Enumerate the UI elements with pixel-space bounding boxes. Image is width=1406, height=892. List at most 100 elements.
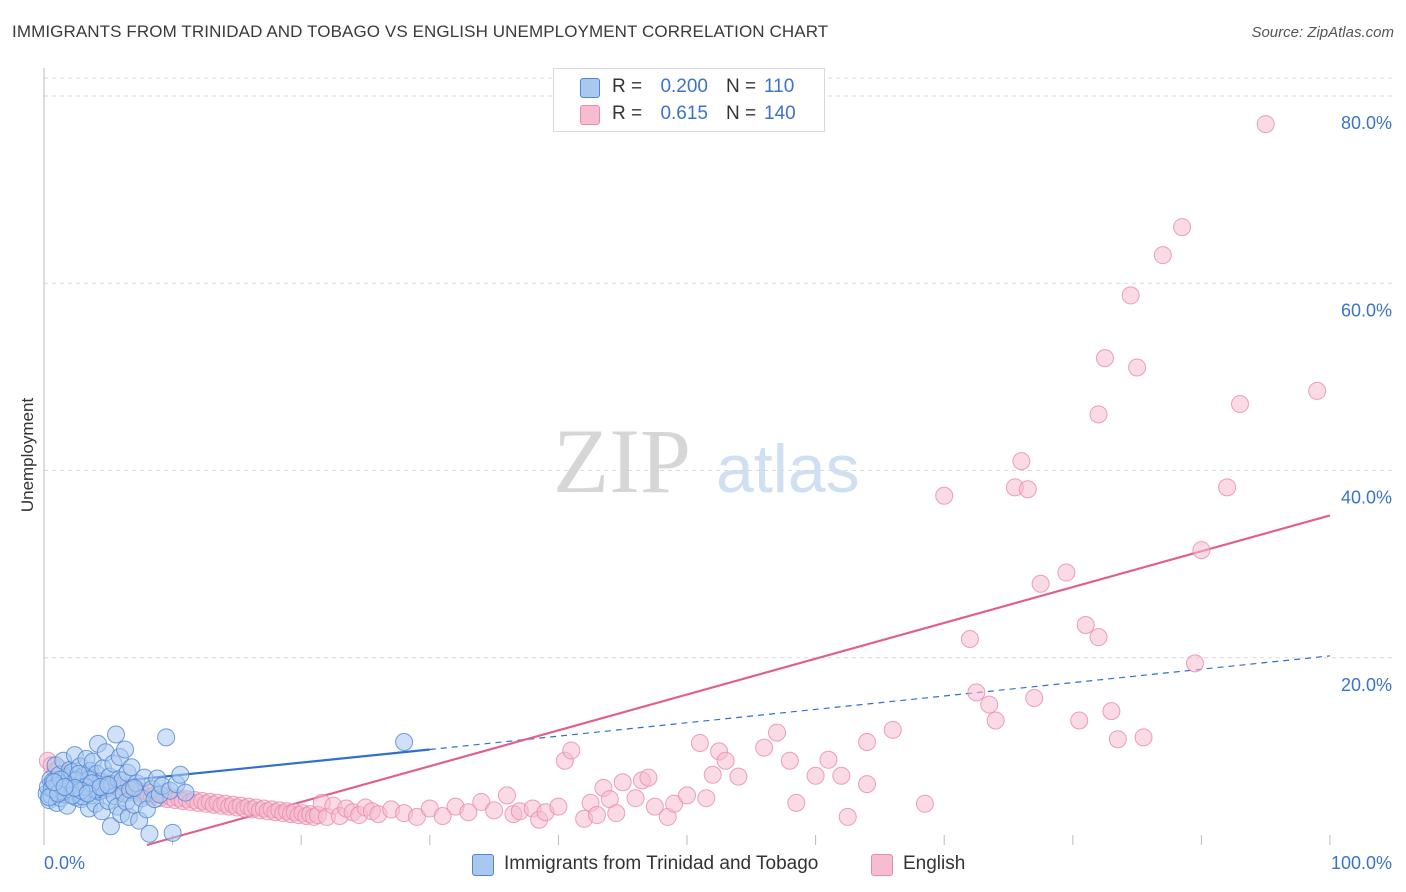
english-point [1031,574,1050,593]
english-point [729,767,748,786]
english-point [1134,728,1153,747]
english-point [1076,615,1095,634]
english-point [1057,563,1076,582]
english-point [665,794,684,813]
english-point [1192,541,1211,560]
english-point [485,801,504,820]
tick-labels: 20.0% 40.0% 60.0% 80.0% 0.0% 100.0% [44,113,1392,873]
x-tick-label: 100.0% [1331,853,1392,873]
english-point [980,695,999,714]
trinidad-point [395,733,414,752]
english-point [1108,730,1127,749]
english-point [1025,689,1044,708]
trinidad-point [99,776,118,795]
watermark-zip: ZIP [553,410,691,512]
english-point [1102,702,1121,721]
bottom-legend-label: Immigrants from Trinidad and Tobago [504,853,819,874]
bottom-legend-swatch-blue [472,854,494,876]
grid [44,77,1392,659]
english-point [806,766,825,785]
chart-source: Source: ZipAtlas.com [1251,24,1394,41]
english-point [1218,478,1237,497]
english-point [645,797,664,816]
legend-swatch-pink [580,105,600,125]
english-point [1256,115,1275,134]
trinidad-point [171,765,190,784]
english-point [935,486,954,505]
english-point [1185,654,1204,673]
x-tick-label: 0.0% [44,853,85,873]
english-point [613,773,632,792]
legend-r-value: 0.615 [660,103,708,124]
legend-n-label: N = [726,76,757,97]
legend-n-value: 140 [764,103,796,124]
english-point [407,807,426,826]
english-point [697,789,716,808]
legend-r-label: R = [612,103,643,124]
trinidad-point [140,824,159,843]
english-point [626,789,645,808]
english-point [755,738,774,757]
english-point [690,733,709,752]
english-point [607,804,626,823]
trinidad-trend-extension [429,655,1331,751]
english-point [832,766,851,785]
trinidad-point [176,783,195,802]
trinidad-point [55,777,74,796]
legend-row-trinidad: R = 0.200 N = 110 [554,74,824,100]
trinidad-point [107,725,126,744]
trinidad-point [122,758,141,777]
trinidad-point [101,817,120,836]
trinidad-point [163,823,182,842]
english-point [472,792,491,811]
legend-r-label: R = [612,76,643,97]
trinidad-point [125,778,144,797]
watermark: ZIP atlas [553,410,860,512]
english-point [1089,405,1108,424]
english-point [819,750,838,769]
english-point [1308,381,1327,400]
english-point [768,723,787,742]
english-point [433,806,452,825]
english-point [1018,480,1037,499]
english-point [1070,711,1089,730]
y-tick-label: 60.0% [1341,300,1392,320]
english-point [1089,628,1108,647]
english-point [858,733,877,752]
axes [43,68,1331,845]
english-point [562,741,581,760]
english-point [1128,358,1147,377]
english-point [497,786,516,805]
legend-n-label: N = [726,103,757,124]
legend-row-english: R = 0.615 N = 140 [554,101,824,127]
watermark-atlas: atlas [716,431,860,507]
english-point [960,630,979,649]
bottom-legend-label: English [903,853,966,874]
legend: R = 0.200 N = 110 R = 0.615 N = 140 [553,68,825,132]
english-point [716,751,735,770]
legend-n-value: 110 [764,76,795,97]
english-point [1230,395,1249,414]
trinidad-point [157,728,176,747]
bottom-legend-swatch-pink [871,854,893,876]
english-point [780,751,799,770]
english-point [1012,452,1031,471]
english-point [787,793,806,812]
english-point [986,711,1005,730]
english-trend-line [146,514,1331,847]
y-tick-label: 80.0% [1341,113,1392,133]
trinidad-points [37,725,414,843]
english-point [883,720,902,739]
english-point [703,765,722,784]
english-point [459,803,478,822]
english-point [1121,286,1140,305]
y-tick-label: 20.0% [1341,675,1392,695]
english-points [38,115,1327,829]
english-point [639,768,658,787]
english-point [967,683,986,702]
english-point [1153,246,1172,265]
trinidad-point [116,740,135,759]
english-point [915,794,934,813]
chart-title: IMMIGRANTS FROM TRINIDAD AND TOBAGO VS E… [12,22,829,41]
